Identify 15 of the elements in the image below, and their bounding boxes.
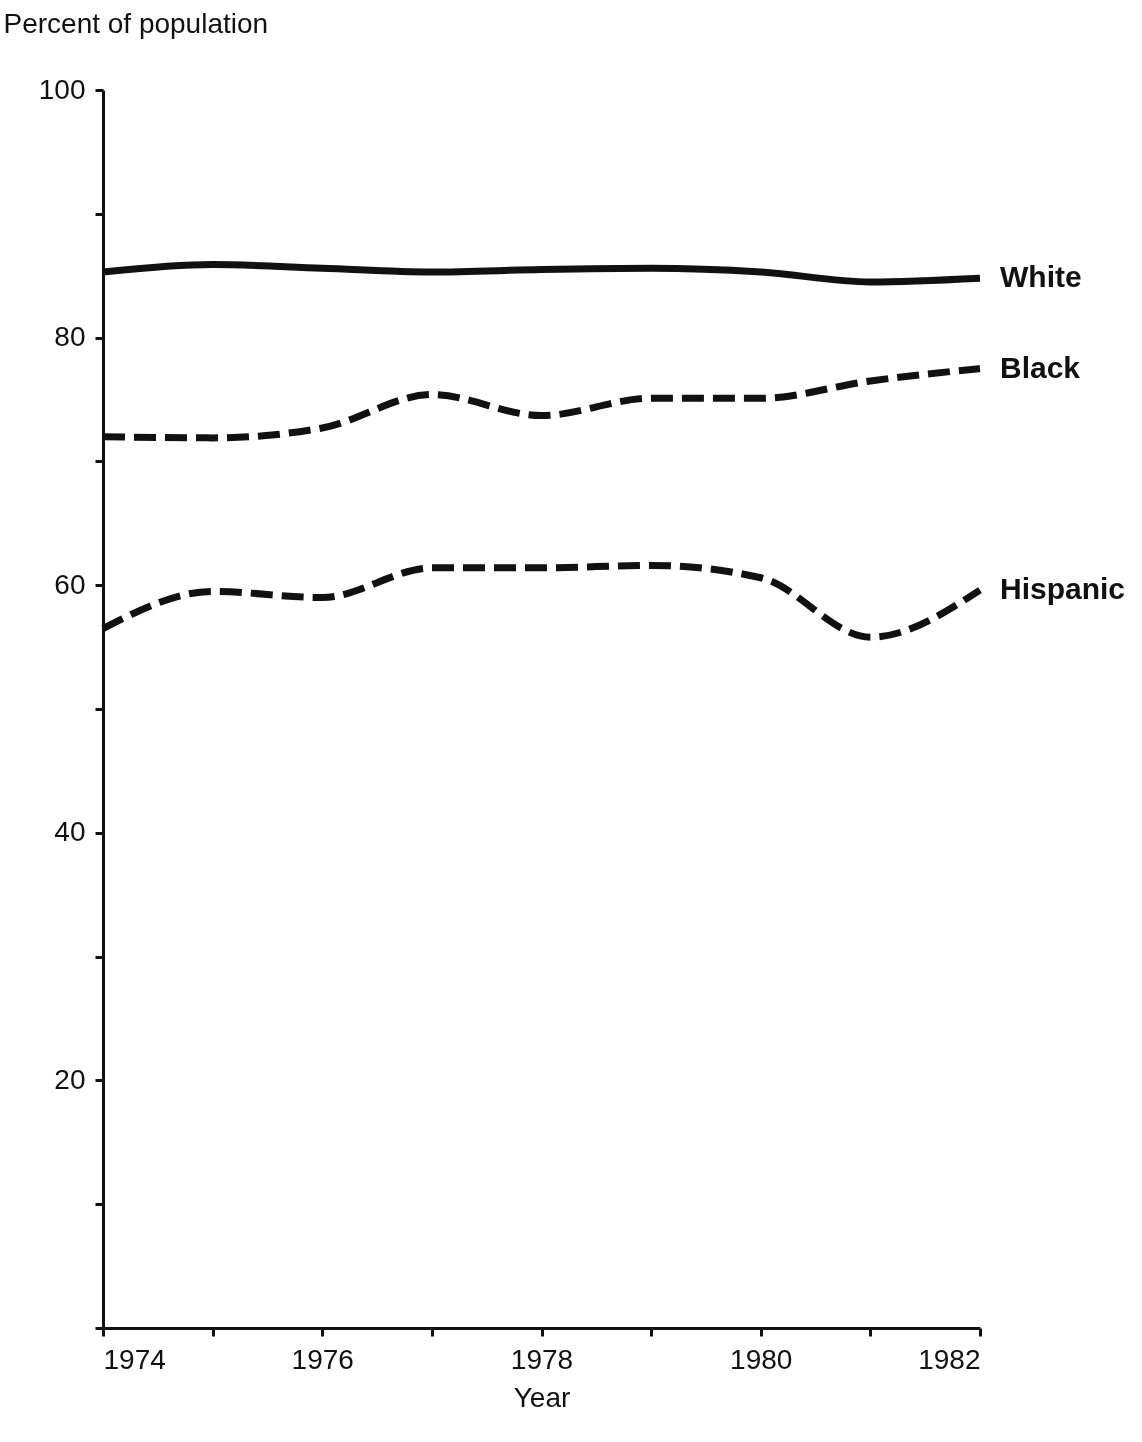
series-label: Black: [1000, 350, 1081, 384]
x-tick-label: 1976: [291, 1343, 354, 1375]
y-tick-label: 100: [38, 73, 86, 105]
x-tick-label: 1978: [510, 1343, 574, 1375]
y-tick-label: 40: [54, 816, 86, 848]
series-label: Hispanic: [1000, 572, 1126, 606]
x-tick-label: 1982: [918, 1343, 981, 1375]
series-label: White: [1000, 260, 1082, 294]
x-tick-label: 1980: [730, 1343, 793, 1375]
y-tick-label: 20: [54, 1063, 86, 1095]
x-tick-label: 1974: [103, 1343, 166, 1375]
y-tick-label: 60: [54, 568, 86, 600]
x-axis-title: Year: [513, 1381, 571, 1413]
y-axis-title: Percent of population: [3, 7, 269, 39]
y-tick-label: 80: [54, 321, 86, 353]
